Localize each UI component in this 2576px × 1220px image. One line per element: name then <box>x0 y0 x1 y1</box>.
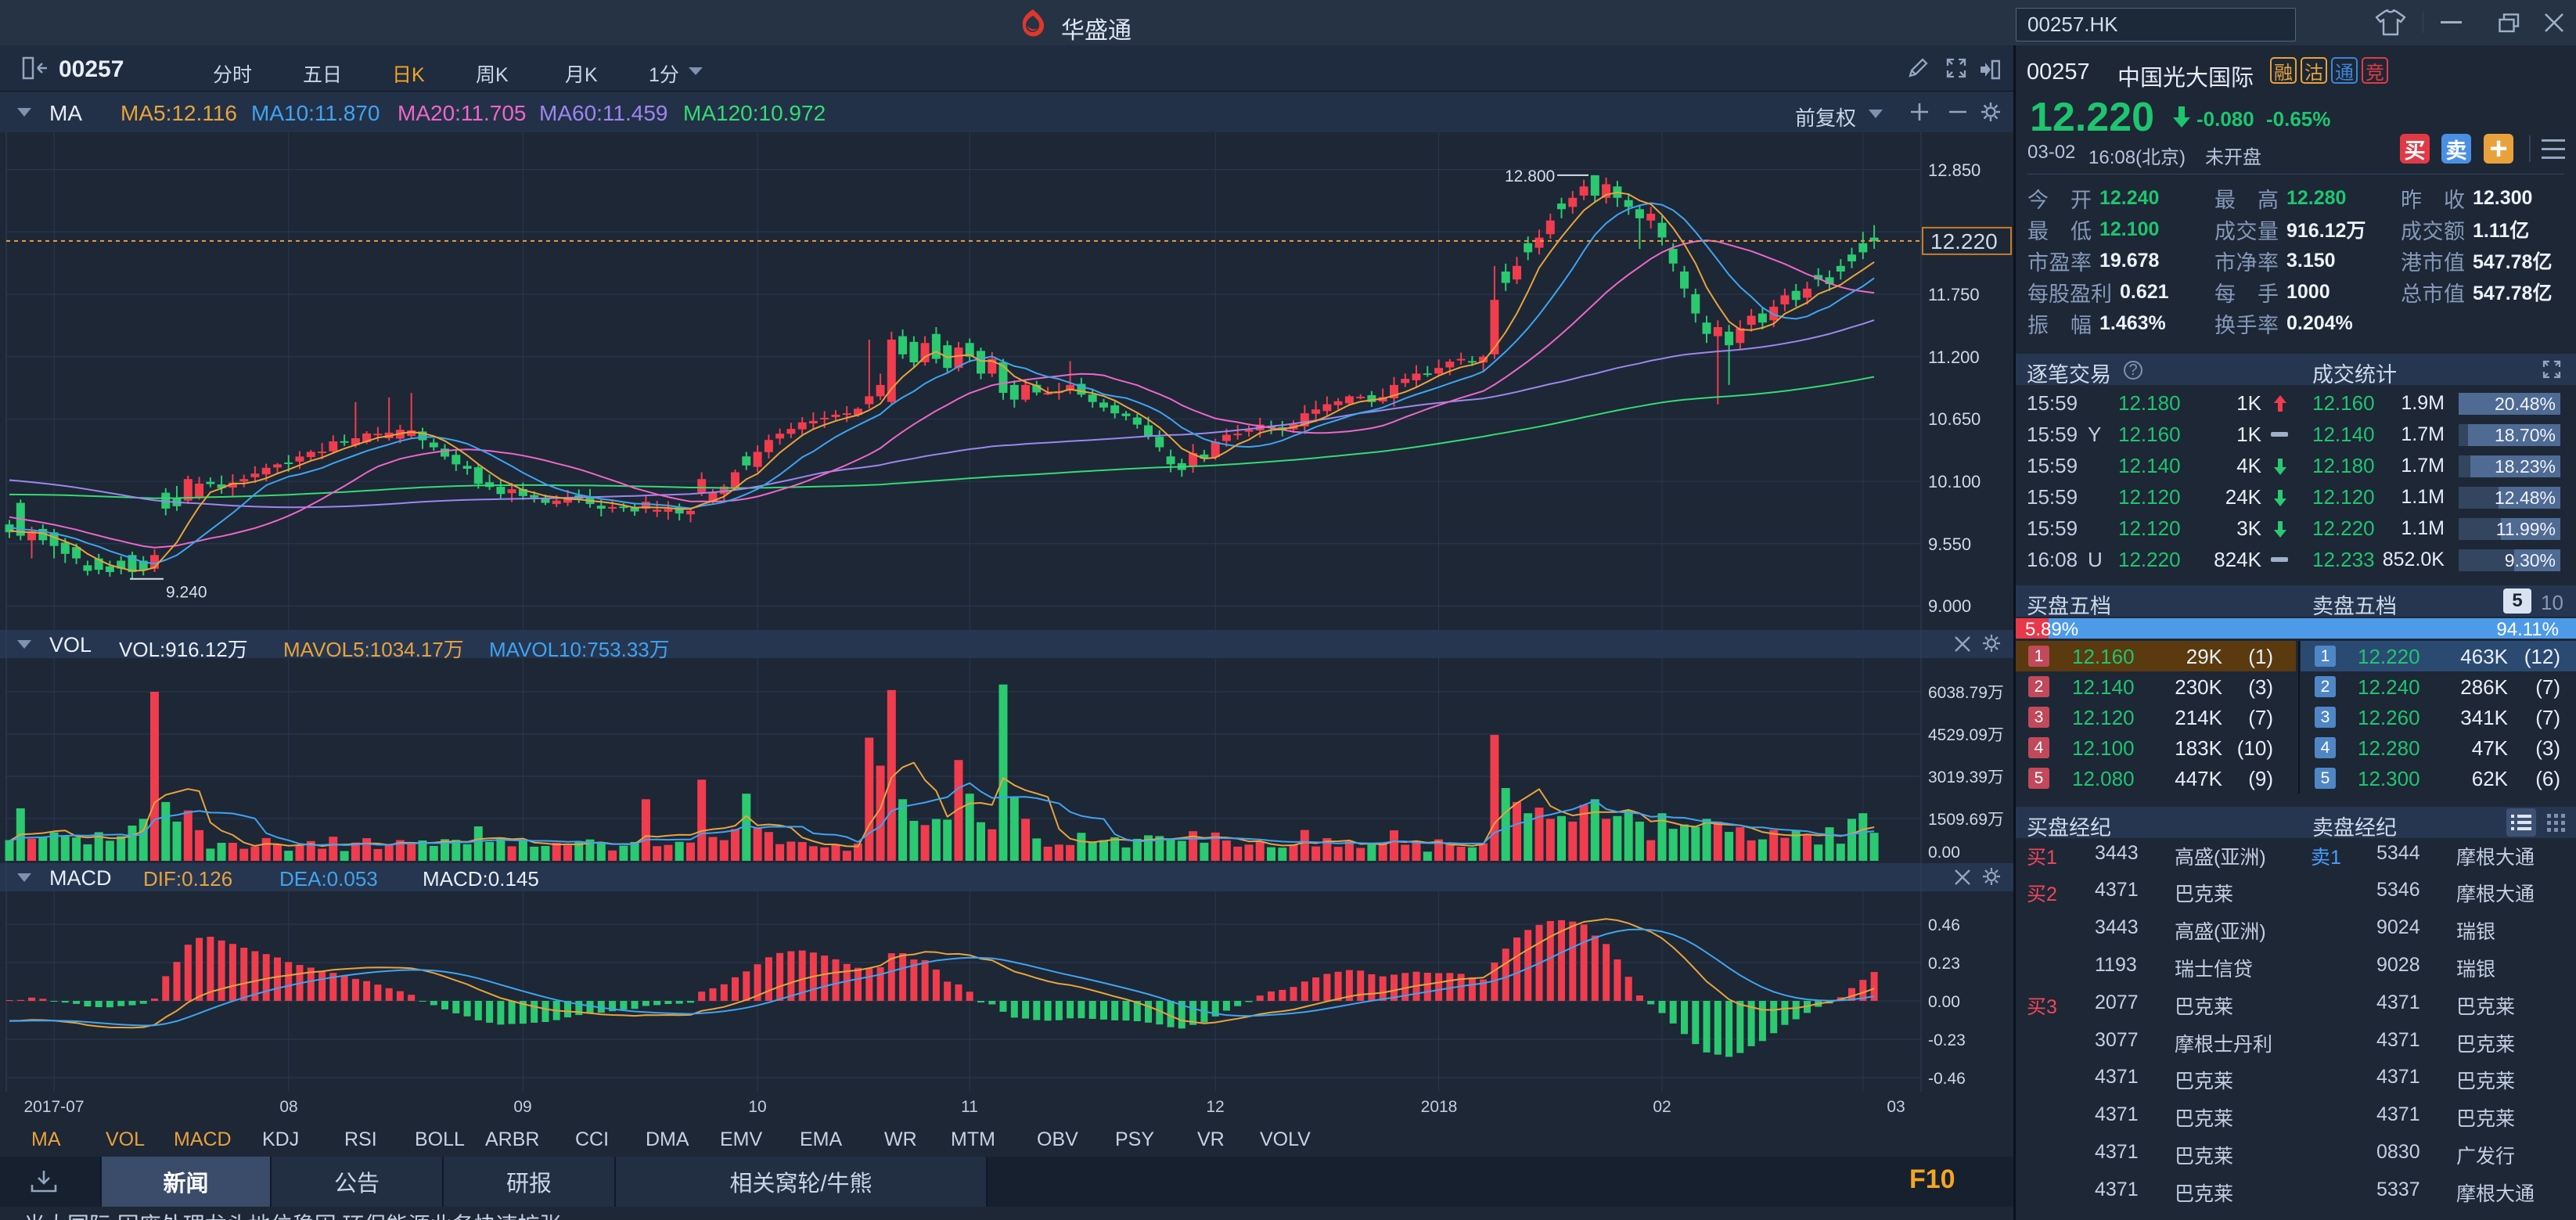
svg-text:11.750: 11.750 <box>1928 285 1980 304</box>
svg-text:4529.09万: 4529.09万 <box>1928 726 2004 744</box>
svg-text:12.800: 12.800 <box>1505 167 1555 185</box>
svg-text:10.650: 10.650 <box>1928 409 1981 429</box>
svg-text:2018: 2018 <box>1421 1098 1458 1116</box>
svg-text:03: 03 <box>1887 1098 1905 1116</box>
svg-text:10: 10 <box>748 1098 766 1116</box>
svg-text:9.240: 9.240 <box>166 584 207 602</box>
svg-text:10.100: 10.100 <box>1928 472 1981 491</box>
svg-text:12.220: 12.220 <box>1930 229 1998 254</box>
svg-text:9.000: 9.000 <box>1928 596 1971 616</box>
svg-text:0.23: 0.23 <box>1928 955 1960 973</box>
svg-text:-0.46: -0.46 <box>1928 1070 1966 1088</box>
svg-text:0.46: 0.46 <box>1928 916 1960 934</box>
svg-text:3019.39万: 3019.39万 <box>1928 768 2004 786</box>
svg-text:11.200: 11.200 <box>1928 347 1980 367</box>
svg-text:-0.23: -0.23 <box>1928 1031 1966 1049</box>
svg-text:0.00: 0.00 <box>1928 993 1960 1011</box>
svg-text:1509.69万: 1509.69万 <box>1928 811 2004 829</box>
svg-text:6038.79万: 6038.79万 <box>1928 684 2004 702</box>
svg-text:2017-07: 2017-07 <box>23 1098 84 1116</box>
svg-text:9.550: 9.550 <box>1928 534 1971 554</box>
svg-text:09: 09 <box>513 1098 531 1116</box>
svg-text:08: 08 <box>279 1098 297 1116</box>
svg-text:12.850: 12.850 <box>1928 160 1981 180</box>
svg-text:02: 02 <box>1653 1098 1671 1116</box>
svg-text:0.00: 0.00 <box>1928 844 1960 862</box>
svg-text:11: 11 <box>961 1098 978 1116</box>
svg-text:12: 12 <box>1206 1098 1224 1116</box>
